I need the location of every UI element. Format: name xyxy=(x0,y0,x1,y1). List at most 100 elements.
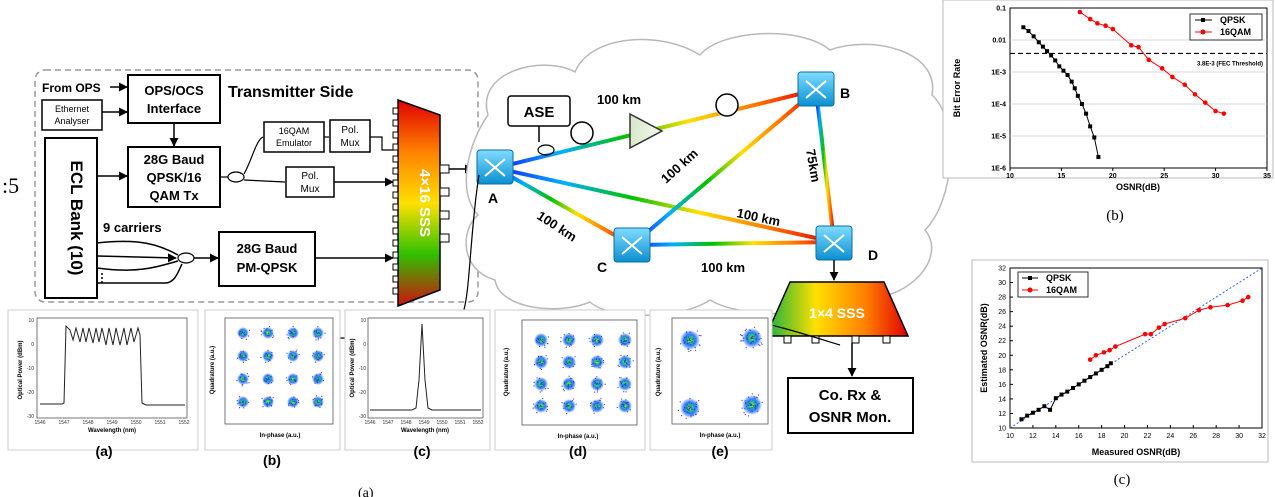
constellation-sample xyxy=(700,335,702,337)
osnr-point-qpsk xyxy=(1036,407,1041,412)
constellation-sample xyxy=(541,390,543,392)
carriers-label: 9 carriers xyxy=(103,220,162,235)
constellation-sample xyxy=(288,357,290,359)
constellation-sample xyxy=(286,379,288,382)
osnr-point-16qam xyxy=(1182,315,1188,321)
osnr-point-qpsk xyxy=(1108,361,1113,366)
constellation-sample xyxy=(245,359,247,362)
constellation-sample xyxy=(267,360,270,362)
constellation-sample xyxy=(596,376,598,378)
constellation-sample xyxy=(744,400,746,402)
constellation-sample xyxy=(568,375,570,377)
constellation-sample xyxy=(595,358,598,360)
constellation-sample xyxy=(691,413,693,415)
ber-point-qpsk xyxy=(1079,102,1084,106)
constellation-sample xyxy=(565,346,567,348)
constellation-sample xyxy=(243,381,245,383)
constellation-sample xyxy=(622,332,624,334)
fiber-spool-1 xyxy=(570,121,594,145)
constellation-sample xyxy=(688,409,690,411)
constellation-sample xyxy=(316,400,318,402)
constellation-sample xyxy=(294,328,296,330)
constellation-sample xyxy=(241,380,243,382)
constellation-sample xyxy=(740,334,743,336)
constellation-sample xyxy=(626,377,628,380)
constellation-sample xyxy=(264,333,267,335)
constellation-sample xyxy=(260,356,262,359)
constellation-sample xyxy=(597,402,599,404)
constellation-sample xyxy=(543,383,545,385)
constellation-sample xyxy=(541,338,544,341)
inset-c-xlabel: Wavelength (nm) xyxy=(401,428,449,434)
osnr-point-qpsk xyxy=(1019,417,1024,422)
constellation-sample xyxy=(754,401,756,403)
constellation-sample xyxy=(532,407,534,409)
constellation-sample xyxy=(599,367,601,369)
ber-legend-16qam: 16QAM xyxy=(1220,27,1251,37)
constellation-sample xyxy=(540,368,543,371)
inset-d: In-phase (a.u.) Quadrature (a.u.) (d) xyxy=(494,309,646,459)
constellation-sample xyxy=(241,385,243,387)
constellation-sample xyxy=(316,402,319,404)
ber-point-16qam xyxy=(1192,92,1198,97)
osnr-point-qpsk xyxy=(1076,382,1081,387)
constellation-sample xyxy=(688,348,690,350)
constellation-sample xyxy=(600,362,602,364)
constellation-sample xyxy=(567,338,569,340)
osnr-ytick-label: 10 xyxy=(998,426,1006,433)
inset-d-constellation xyxy=(532,332,634,415)
constellation-sample xyxy=(617,364,619,366)
constellation-sample xyxy=(241,401,243,404)
tx-line3: QAM Tx xyxy=(149,188,199,203)
constellation-sample xyxy=(315,332,317,334)
constellation-sample xyxy=(290,330,292,332)
constellation-sample xyxy=(572,400,574,402)
osnr-point-16qam xyxy=(1240,298,1245,304)
constellation-sample xyxy=(594,391,596,393)
coupler-carriers xyxy=(177,252,195,264)
constellation-sample xyxy=(539,338,541,340)
osnr-point-qpsk xyxy=(1053,396,1058,401)
constellation-sample xyxy=(684,341,686,343)
constellation-sample xyxy=(595,364,597,366)
constellation-sample xyxy=(237,402,239,405)
constellation-sample xyxy=(244,378,247,380)
osnr-xtick-label: 12 xyxy=(1029,433,1037,440)
osnr-ticks: 10 12 14 16 18 20 22 24 26 28 30 32 10 12 14 16 18 20 22 24… xyxy=(998,266,1266,441)
inset-c-ylabel: Optical Power (dBm) xyxy=(350,338,356,397)
constellation-sample xyxy=(618,358,620,360)
constellation-sample xyxy=(604,383,606,385)
sss-1x4 xyxy=(764,281,910,337)
constellation-sample xyxy=(264,380,266,382)
inset-c-ytick: 10 xyxy=(360,318,366,324)
constellation-sample xyxy=(290,332,292,334)
constellation-sample xyxy=(238,332,240,334)
constellation-sample xyxy=(625,403,627,405)
osnr-diagonal-reference xyxy=(1009,267,1263,429)
constellation-sample xyxy=(540,385,542,388)
ber-series xyxy=(1021,9,1227,160)
constellation-sample xyxy=(547,336,550,338)
constellation-sample xyxy=(247,375,250,377)
constellation-sample xyxy=(242,403,244,405)
constellation-sample xyxy=(545,406,547,408)
constellation-sample xyxy=(569,377,572,379)
constellation-sample xyxy=(756,397,758,399)
constellation-sample xyxy=(317,355,319,357)
constellation-sample xyxy=(623,341,625,343)
constellation-sample xyxy=(321,356,323,358)
constellation-sample xyxy=(272,380,274,382)
pol-mux-lower-line2: Mux xyxy=(301,184,320,195)
constellation-sample xyxy=(574,363,576,365)
constellation-sample xyxy=(320,399,322,401)
ber-panel-label: (b) xyxy=(1106,208,1124,224)
constellation-sample xyxy=(533,385,535,387)
constellation-sample xyxy=(245,338,248,340)
constellation-sample xyxy=(596,391,599,393)
constellation-sample xyxy=(271,382,273,384)
constellation-sample xyxy=(570,405,573,407)
constellation-sample xyxy=(564,339,566,341)
osnr-point-16qam xyxy=(1245,294,1251,300)
ber-point-16qam xyxy=(1129,43,1134,48)
ber-point-qpsk xyxy=(1053,58,1058,63)
